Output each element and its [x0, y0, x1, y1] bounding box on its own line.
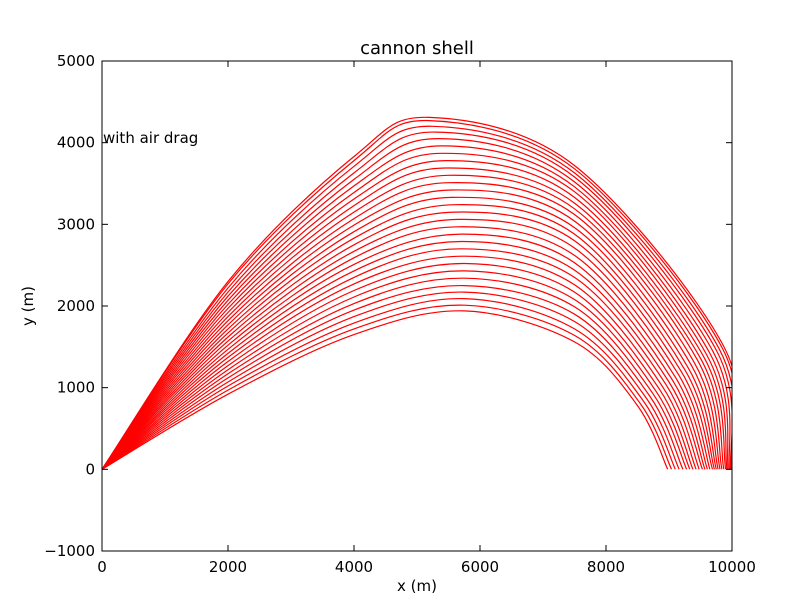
trajectory-line-25	[102, 137, 731, 470]
trajectory-line-5	[102, 284, 684, 470]
trajectory-line-7	[102, 270, 691, 470]
trajectory-line-26	[102, 131, 732, 470]
trajectory-line-14	[102, 218, 711, 470]
x-tick-label: 10000	[708, 558, 756, 576]
trajectory-line-4	[102, 291, 680, 470]
trajectory-line-1	[102, 310, 669, 470]
y-tick-label: −1000	[44, 542, 95, 560]
y-tick-label: 3000	[57, 215, 95, 233]
y-tick-label: 0	[85, 460, 95, 478]
trajectory-line-8	[102, 262, 694, 470]
trajectory-line-6	[102, 277, 688, 470]
x-tick-label: 2000	[209, 558, 247, 576]
trajectory-line-28	[102, 119, 732, 470]
y-axis-label: y (m)	[19, 286, 37, 326]
trajectory-line-10	[102, 248, 700, 470]
trajectory-line-27	[102, 125, 732, 470]
x-axis-label: x (m)	[397, 577, 437, 595]
trajectory-line-3	[102, 297, 676, 470]
trajectory-line-19	[102, 182, 721, 470]
trajectory-line-13	[102, 226, 708, 470]
ticks-layer: 0 2000 4000 6000 8000 10000−10000100020003000…	[44, 52, 756, 576]
y-tick-label: 4000	[57, 134, 95, 152]
trajectory-line-17	[102, 196, 717, 470]
trajectory-line-12	[102, 233, 706, 470]
trajectory-line-29	[102, 116, 732, 470]
x-tick-label: 0	[97, 558, 107, 576]
trajectory-line-15	[102, 211, 714, 470]
trajectory-line-24	[102, 145, 729, 470]
trajectory-line-2	[102, 304, 673, 470]
chart-title: cannon shell	[360, 38, 474, 59]
trajectory-line-11	[102, 240, 703, 470]
x-tick-label: 4000	[335, 558, 373, 576]
trajectory-line-18	[102, 189, 719, 470]
y-tick-label: 5000	[57, 52, 95, 70]
trajectory-line-16	[102, 204, 715, 470]
y-tick-label: 1000	[57, 379, 95, 397]
annotation-with-air-drag: with air drag	[103, 129, 198, 147]
trajectory-line-22	[102, 159, 727, 470]
x-tick-label: 8000	[587, 558, 625, 576]
x-tick-label: 6000	[461, 558, 499, 576]
series-layer	[102, 116, 732, 470]
trajectory-line-9	[102, 255, 697, 470]
trajectory-line-23	[102, 152, 728, 470]
trajectory-line-20	[102, 174, 723, 470]
y-tick-label: 2000	[57, 297, 95, 315]
trajectory-line-21	[102, 167, 725, 470]
